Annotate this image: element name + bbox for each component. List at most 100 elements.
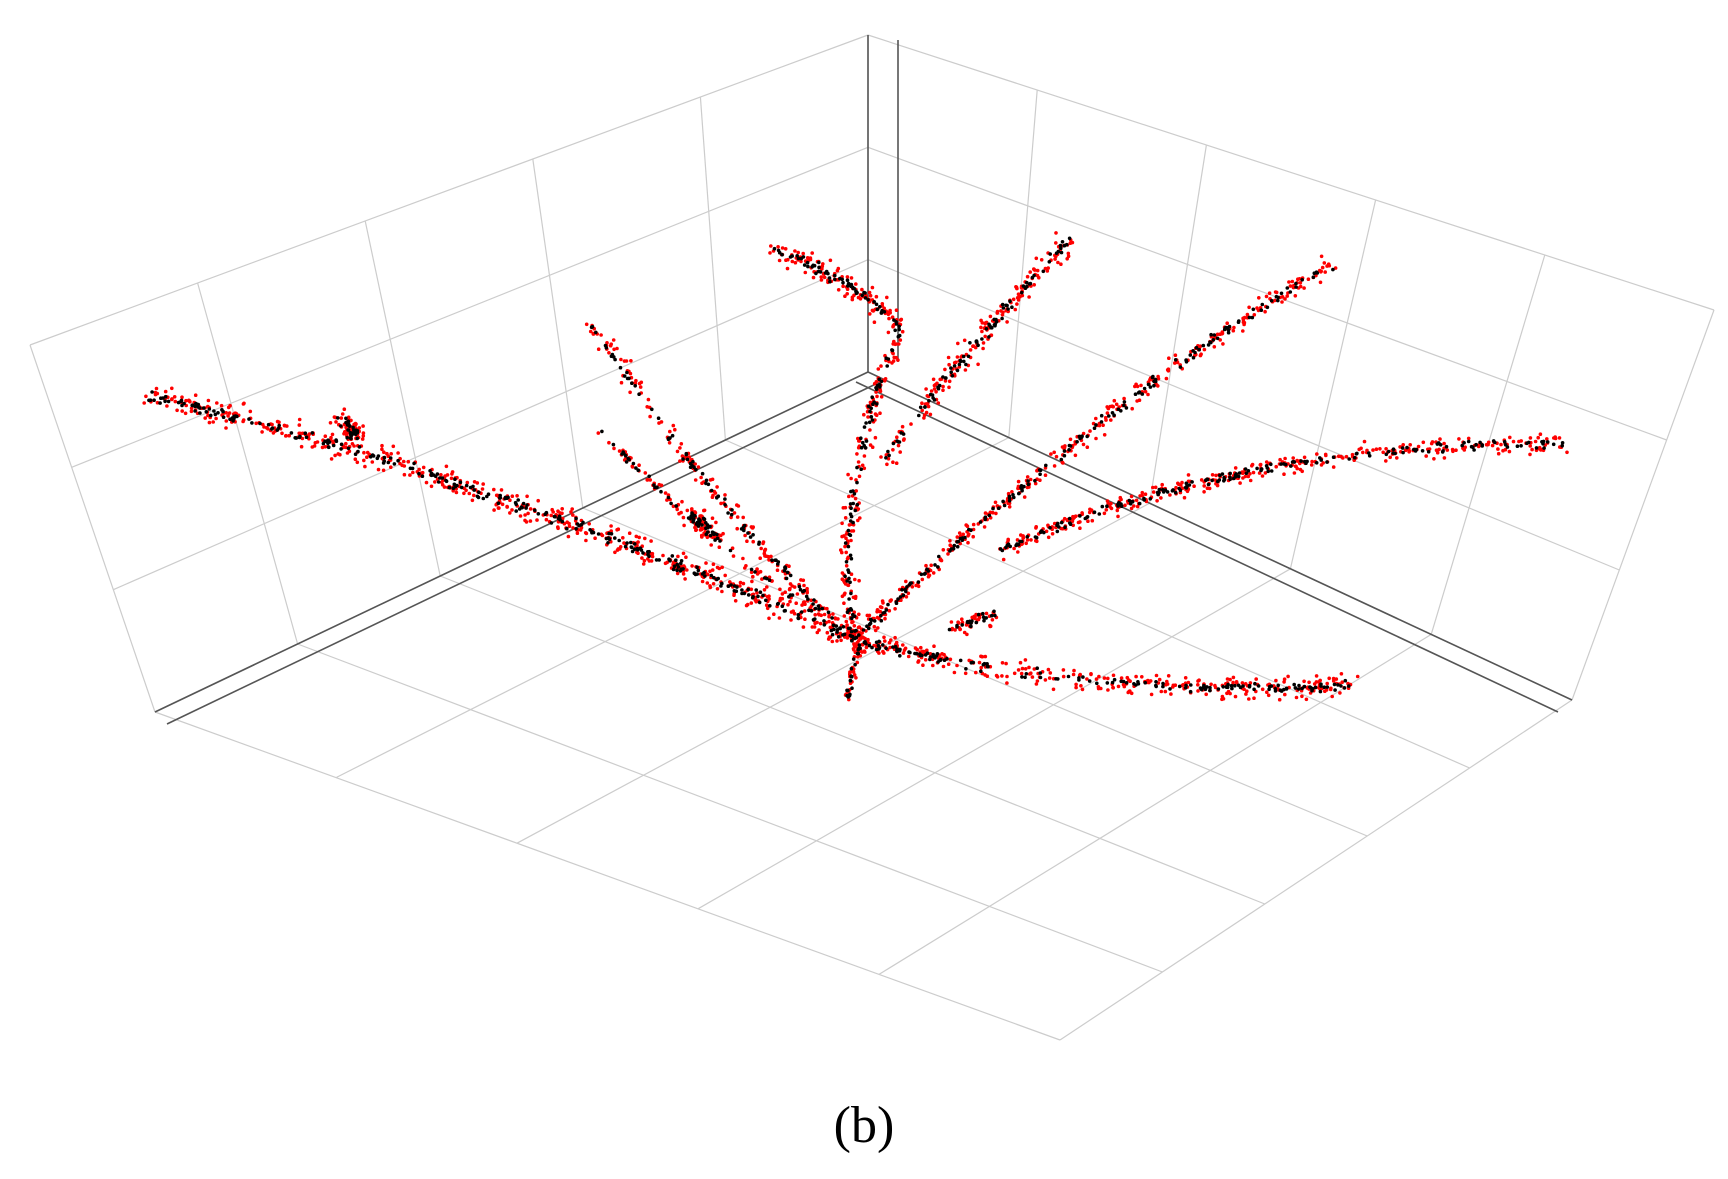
point [1165,490,1170,494]
point [852,614,857,618]
point [810,264,814,269]
point [1330,694,1334,699]
point [1067,443,1072,448]
point [715,532,719,537]
point [929,563,933,568]
point [410,466,415,471]
point [1039,258,1044,262]
point [768,604,772,608]
point [180,395,184,400]
point [941,664,946,669]
point [887,316,891,321]
point [1218,338,1222,342]
point [943,367,947,372]
point [549,513,553,518]
point [1035,666,1039,670]
point [1018,539,1022,544]
point [742,523,747,528]
point [1298,281,1303,285]
point [535,518,539,522]
point [1225,321,1229,326]
point [932,644,936,648]
point [1007,499,1012,503]
point [988,624,993,628]
point [1194,345,1199,350]
point [1020,666,1025,671]
point [885,364,889,368]
point [345,451,350,455]
point [1163,689,1168,694]
floor-grid-line [516,502,1150,844]
point [515,494,519,498]
point [873,435,878,440]
point [1092,426,1097,431]
point [1071,672,1076,677]
point [150,390,154,394]
point [696,465,701,469]
point [599,333,603,337]
point [851,501,855,506]
point [767,578,772,582]
point [1255,466,1259,471]
point [1440,450,1445,454]
point [438,476,442,480]
point [1534,446,1539,450]
point [1000,548,1005,553]
point [887,640,892,645]
point [681,567,685,571]
point [894,320,898,324]
point [1061,668,1066,672]
point [939,558,944,563]
point [615,346,619,351]
point [1118,495,1123,500]
point [1165,682,1170,686]
point [1538,432,1543,437]
point [1136,682,1141,686]
floor-grid-line [1059,699,1573,1041]
point [402,472,407,477]
point [1123,503,1127,508]
point [870,308,875,313]
point [949,366,953,370]
point [357,426,362,430]
point [1457,437,1461,441]
point [1217,478,1222,482]
point [175,408,179,413]
point [793,249,797,253]
point [802,588,806,593]
point [875,394,879,399]
point [1092,510,1097,514]
point [297,435,302,440]
point [805,260,810,265]
point [611,338,616,342]
point [355,436,360,441]
point [1287,280,1291,284]
point [346,422,351,426]
point [824,269,829,274]
point [738,584,742,588]
point [1202,484,1206,488]
point [1047,260,1052,264]
point [1269,298,1274,303]
point [362,458,366,463]
point [849,514,854,519]
point [850,638,854,643]
point [816,612,821,616]
point [454,490,459,495]
point [1059,520,1064,525]
point [371,454,376,458]
point [1052,464,1057,468]
point [1199,478,1204,482]
point [699,533,704,538]
point [780,246,785,250]
point [867,643,872,648]
point [1032,667,1037,671]
point [1134,498,1139,503]
point [849,674,853,678]
point [735,515,740,519]
point [850,620,854,625]
point [904,579,908,584]
point [1444,444,1449,449]
point [354,422,358,426]
point [845,275,850,279]
